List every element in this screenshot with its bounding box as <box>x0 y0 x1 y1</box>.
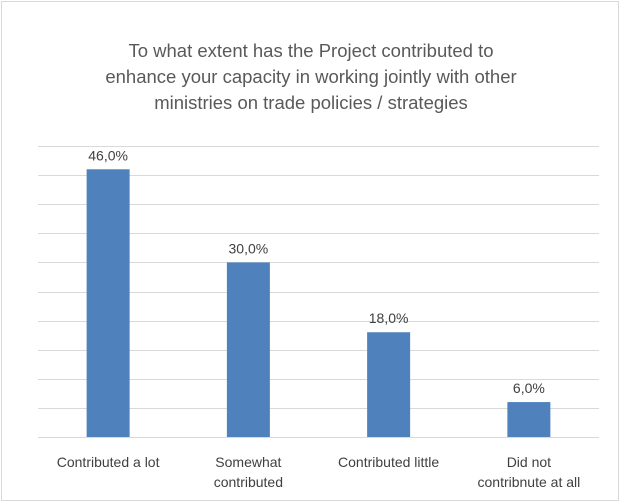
data-label: 6,0% <box>513 380 545 396</box>
chart-title-line-1: To what extent has the Project contribut… <box>128 40 494 61</box>
chart-title-line-3: ministries on trade policies / strategie… <box>154 92 468 113</box>
bar <box>507 402 551 437</box>
category-label: contributed <box>214 474 283 490</box>
category-label: Contributed little <box>338 454 439 470</box>
data-label: 30,0% <box>229 240 269 256</box>
bar <box>86 169 130 437</box>
category-label: Did not <box>507 454 551 470</box>
category-label: contribnute at all <box>478 474 581 490</box>
category-label: Somewhat <box>215 454 281 470</box>
chart-title-line-2: enhance your capacity in working jointly… <box>105 66 517 87</box>
bar <box>226 262 270 437</box>
category-label: Contributed a lot <box>57 454 160 470</box>
data-label: 46,0% <box>88 147 128 163</box>
bar <box>367 332 411 437</box>
chart-title: To what extent has the Project contribut… <box>22 38 600 116</box>
data-label: 18,0% <box>369 310 409 326</box>
